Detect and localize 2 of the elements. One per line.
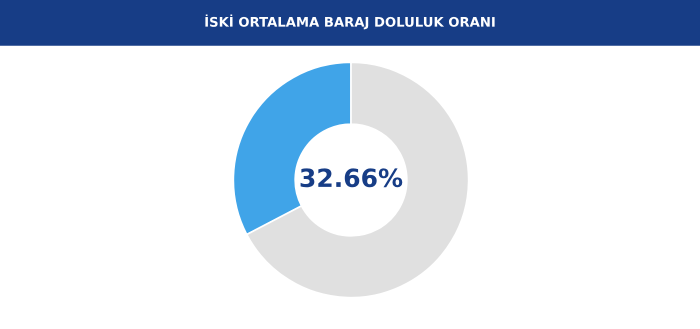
chart-title: İSKİ ORTALAMA BARAJ DOLULUK ORANI: [205, 14, 495, 30]
text: 32.66%: [300, 168, 402, 188]
